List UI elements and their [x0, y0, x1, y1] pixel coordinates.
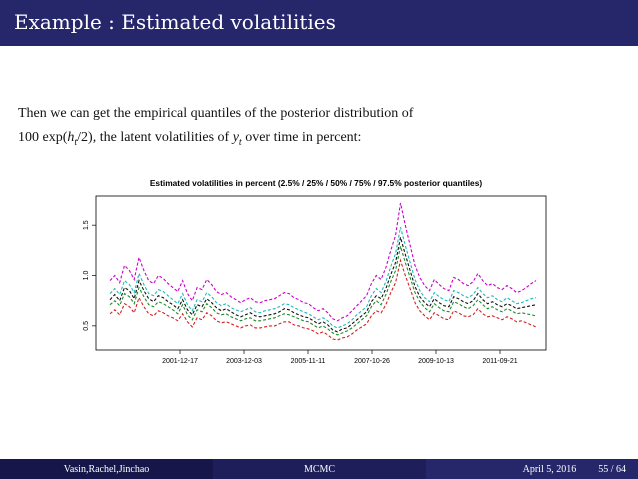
footer-bar: Vasin,Rachel,Jinchao MCMC April 5, 2016 …: [0, 459, 638, 479]
slide-title: Example : Estimated volatilities: [14, 10, 336, 34]
x-tick-label: 2001-12-17: [162, 358, 198, 365]
body-line-2: 100 exp(ht/2), the latent volatilities o…: [18, 126, 618, 155]
volatility-figure: Estimated volatilities in percent (2.5% …: [80, 170, 550, 370]
series-group: [109, 202, 537, 341]
plot-frame: [95, 195, 547, 351]
y-tick-label: 1.0: [83, 271, 90, 281]
y-subscript: t: [238, 136, 242, 148]
footer-right: April 5, 2016 55 / 64: [426, 459, 638, 479]
footer-title: MCMC: [213, 459, 426, 479]
formula-prefix: 100 exp(: [18, 130, 68, 145]
footer-date: April 5, 2016: [522, 463, 577, 475]
footer-page-number: 55 / 64: [598, 463, 626, 475]
series-line-2-5pct: [109, 258, 537, 341]
body-line-1: Then we can get the empirical quantiles …: [18, 106, 414, 121]
y-variable: y: [232, 130, 239, 145]
x-tick-label: 2011-09-21: [482, 358, 517, 365]
x-tick-label: 2005-11-11: [291, 358, 326, 365]
x-tick-label: 2009-10-13: [418, 358, 454, 365]
x-tick-label: 2007-10-26: [354, 358, 390, 365]
slide-body-text: Then we can get the empirical quantiles …: [18, 102, 618, 155]
series-line-97-5pct: [109, 202, 537, 322]
title-bar: Example : Estimated volatilities: [0, 0, 638, 46]
y-tick-label: 0.5: [83, 321, 90, 331]
chart-title: Estimated volatilities in percent (2.5% …: [150, 178, 483, 188]
y-tick-label: 1.5: [83, 220, 90, 230]
volatility-chart: Estimated volatilities in percent (2.5% …: [83, 178, 547, 365]
series-line-25pct: [109, 246, 537, 336]
formula-suffix: /2), the latent volatilities of: [77, 130, 233, 145]
body-line-2-tail: over time in percent:: [241, 130, 362, 145]
x-tick-label: 2003-12-03: [226, 358, 262, 365]
x-axis: 2001-12-17 2003-12-03 2005-11-11 2007-10-26…: [162, 350, 518, 365]
formula-t: t: [74, 136, 78, 148]
y-axis: 0.5 1.0 1.5: [83, 220, 96, 331]
series-line-50pct: [109, 237, 537, 333]
footer-authors: Vasin,Rachel,Jinchao: [0, 459, 213, 479]
series-line-75pct: [109, 227, 537, 329]
formula-h: h: [67, 130, 75, 145]
